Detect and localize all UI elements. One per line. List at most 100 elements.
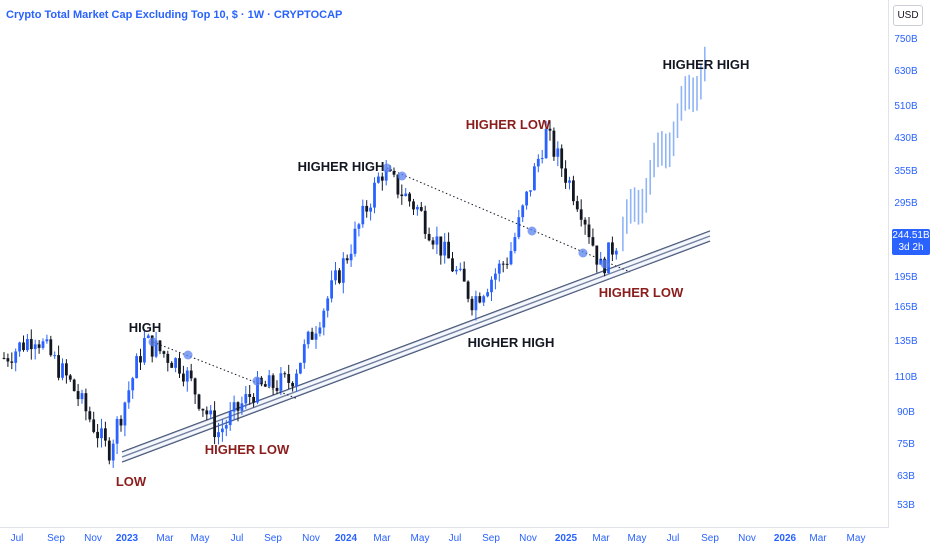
annotation-label: HIGHER LOW [466, 117, 551, 132]
candle-body [143, 338, 146, 363]
candle-body [443, 241, 447, 256]
candle-body [341, 258, 345, 283]
trend-channel-line [121, 235, 711, 458]
candle-body [338, 270, 341, 283]
x-tick-label: 2025 [555, 533, 578, 544]
x-tick-label: Mar [809, 533, 827, 544]
candle-body [291, 382, 294, 387]
candle-body [224, 425, 228, 429]
candle-body [45, 339, 49, 342]
candle-body [107, 440, 111, 461]
currency-selector[interactable]: USD [893, 5, 923, 26]
candle-body [607, 242, 610, 274]
candle-body [240, 403, 244, 411]
x-tick-label: Sep [482, 533, 500, 544]
candle-body [92, 419, 96, 432]
candle-body [505, 263, 509, 265]
candle-body [564, 168, 567, 183]
candle-body [466, 281, 470, 299]
candle-body [182, 373, 185, 382]
candle-body [314, 333, 318, 340]
candle-body [470, 298, 474, 311]
candle-body [396, 174, 400, 195]
candle-body [599, 258, 603, 265]
candle-body [279, 373, 283, 391]
annotation-label: HIGH [129, 320, 162, 335]
y-tick-label: 63B [897, 471, 915, 482]
annotation-label: LOW [116, 474, 147, 489]
candle-body [509, 251, 513, 265]
candle-body [595, 245, 599, 265]
candle-body [6, 358, 10, 362]
x-tick-label: Nov [84, 533, 102, 544]
candle-body [275, 387, 279, 391]
x-tick-label: Nov [302, 533, 320, 544]
candle-body [232, 402, 236, 412]
candle-body [513, 237, 517, 252]
price-axis-divider [888, 0, 889, 528]
candle-body [486, 292, 489, 297]
candle-body [256, 377, 259, 403]
candle-body [377, 176, 380, 183]
candle-body [248, 394, 252, 397]
annotation-label: HIGHER LOW [205, 442, 290, 457]
candle-body [41, 341, 45, 348]
candle-body [579, 209, 583, 220]
candle-body [318, 327, 322, 334]
annotation-label: HIGHER LOW [599, 285, 684, 300]
candle-body [170, 362, 174, 368]
candle-body [357, 224, 361, 229]
candle-body [490, 279, 493, 293]
candle-body [529, 190, 532, 192]
candle-body [221, 428, 224, 433]
candle-body [146, 335, 150, 339]
candle-body [217, 432, 220, 438]
candle-body [127, 390, 131, 403]
trend-channel-line [121, 240, 711, 463]
candle-body [458, 268, 462, 270]
candle-body [158, 340, 162, 352]
candle-body [26, 339, 29, 351]
candle-body [271, 375, 275, 388]
candle-body [197, 394, 201, 409]
candle-body [560, 148, 564, 169]
candle-body [587, 224, 591, 238]
y-tick-label: 90B [897, 407, 915, 418]
candle-body [135, 356, 138, 379]
y-tick-label: 630B [894, 66, 918, 77]
trend-channel-line [121, 230, 711, 453]
x-tick-label: Sep [264, 533, 282, 544]
candle-body [287, 374, 291, 383]
candle-body [115, 418, 119, 444]
x-tick-label: Mar [373, 533, 391, 544]
chart-title: Crypto Total Market Cap Excluding Top 10… [6, 9, 343, 21]
candle-body [408, 193, 411, 202]
candle-body [189, 370, 193, 379]
touch-point-marker [252, 376, 262, 386]
candle-body [536, 158, 540, 167]
last-price-tag: 244.51B 3d 2h [892, 229, 930, 255]
y-tick-label: 165B [894, 302, 918, 313]
candle-body [423, 210, 427, 234]
candle-body [322, 310, 326, 328]
x-tick-label: 2026 [774, 533, 797, 544]
y-tick-label: 53B [897, 500, 915, 511]
candle-body [166, 353, 170, 363]
candle-body [295, 373, 298, 387]
y-tick-label: 750B [894, 34, 918, 45]
candle-body [365, 205, 369, 212]
x-tick-label: Jul [667, 533, 680, 544]
candle-body [283, 373, 287, 375]
candle-body [384, 169, 388, 181]
candle-body [419, 207, 423, 211]
y-tick-label: 430B [894, 133, 918, 144]
candle-body [525, 191, 528, 206]
candle-body [451, 258, 454, 272]
candle-body [53, 355, 57, 357]
x-tick-label: Mar [592, 533, 610, 544]
candle-body [326, 298, 330, 311]
candle-body [439, 236, 443, 256]
candle-body [185, 370, 189, 382]
candle-body [139, 356, 142, 363]
